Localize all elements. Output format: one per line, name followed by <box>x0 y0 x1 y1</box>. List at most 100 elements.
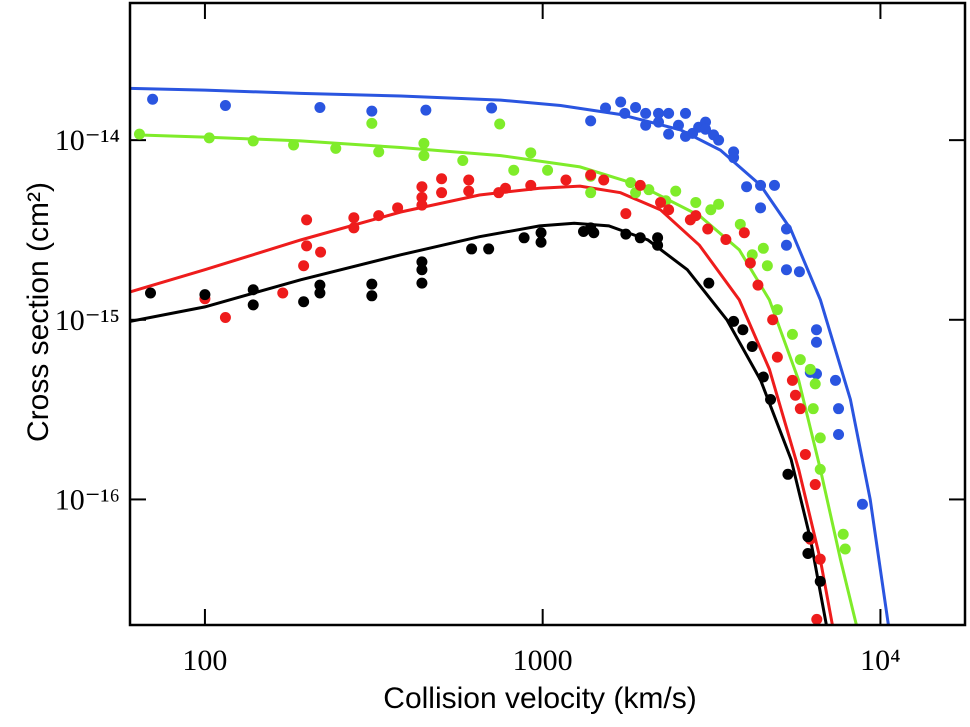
data-point <box>809 479 821 491</box>
x-tick-label: 10⁴ <box>860 644 900 677</box>
data-point <box>771 351 783 363</box>
data-point <box>738 227 750 239</box>
data-point <box>728 152 740 164</box>
data-point <box>793 266 805 278</box>
data-point <box>794 403 806 415</box>
data-point <box>600 102 612 114</box>
data-point <box>598 174 610 186</box>
data-point <box>585 187 597 199</box>
data-point <box>829 374 841 386</box>
data-point <box>315 246 327 258</box>
data-point <box>314 287 326 299</box>
data-point <box>810 336 822 348</box>
data-point <box>535 227 547 239</box>
data-point <box>837 528 849 540</box>
data-point <box>663 128 675 140</box>
data-point <box>780 239 792 251</box>
data-point <box>810 324 822 336</box>
data-point <box>663 204 675 216</box>
data-point <box>771 304 783 316</box>
data-point <box>585 169 597 181</box>
data-point <box>746 249 758 261</box>
data-point <box>133 128 145 140</box>
data-point <box>585 115 597 127</box>
x-axis-title: Collision velocity (km/s) <box>383 682 696 715</box>
data-point <box>416 264 428 276</box>
data-point <box>348 222 360 234</box>
data-point <box>809 378 821 390</box>
data-point <box>757 371 769 383</box>
data-point <box>705 204 717 216</box>
data-point <box>653 107 665 119</box>
data-point <box>757 242 769 254</box>
data-point <box>720 233 732 245</box>
data-point <box>301 240 313 252</box>
data-point <box>436 173 448 185</box>
data-point <box>807 403 819 415</box>
data-point <box>203 132 215 144</box>
data-point <box>499 182 511 194</box>
data-point <box>640 107 652 119</box>
data-point <box>508 164 520 176</box>
data-point <box>767 314 779 326</box>
data-point <box>466 243 478 255</box>
data-point <box>690 210 702 222</box>
data-point <box>314 101 326 113</box>
data-point <box>744 257 756 269</box>
data-point <box>755 179 767 191</box>
data-point <box>535 236 547 248</box>
data-point <box>457 155 469 167</box>
data-point <box>298 296 310 308</box>
data-point <box>690 196 702 208</box>
data-point <box>588 227 600 239</box>
data-point <box>833 403 845 415</box>
data-point <box>672 119 684 131</box>
data-point <box>560 174 572 186</box>
fit-curve <box>130 221 828 625</box>
data-point <box>366 105 378 117</box>
data-point <box>713 134 725 146</box>
data-point <box>768 179 780 191</box>
data-point <box>518 232 530 244</box>
data-point <box>416 181 428 193</box>
data-point <box>700 123 712 135</box>
data-point <box>288 139 300 151</box>
data-point <box>799 448 811 460</box>
data-point <box>804 363 816 375</box>
y-axis-title: Cross section (cm²) <box>22 182 55 442</box>
data-point <box>416 199 428 211</box>
data-point <box>713 198 725 210</box>
data-point <box>486 102 498 114</box>
fit-curve <box>135 133 858 625</box>
data-point <box>301 214 313 226</box>
data-point <box>247 135 259 147</box>
data-point <box>734 218 746 230</box>
data-point <box>741 181 753 193</box>
data-point <box>330 142 342 154</box>
data-point <box>728 315 740 327</box>
data-point <box>418 150 430 162</box>
plot-frame <box>128 1 967 627</box>
data-point <box>814 432 826 444</box>
y-tick-label: 10⁻¹⁶ <box>55 483 120 516</box>
data-point <box>814 553 826 565</box>
data-point <box>655 196 667 208</box>
data-point <box>670 185 682 197</box>
data-point <box>752 279 764 291</box>
data-point <box>298 260 310 272</box>
data-point <box>786 328 798 340</box>
data-point <box>786 374 798 386</box>
data-point <box>620 208 632 220</box>
data-point <box>525 179 537 191</box>
data-point <box>277 287 289 299</box>
data-point <box>219 311 231 323</box>
data-point <box>643 184 655 196</box>
data-point <box>630 101 642 113</box>
data-point <box>542 164 554 176</box>
y-tick-label: 10⁻¹⁴ <box>55 124 120 157</box>
data-point <box>366 117 378 129</box>
data-point <box>247 299 259 311</box>
data-point <box>373 146 385 158</box>
